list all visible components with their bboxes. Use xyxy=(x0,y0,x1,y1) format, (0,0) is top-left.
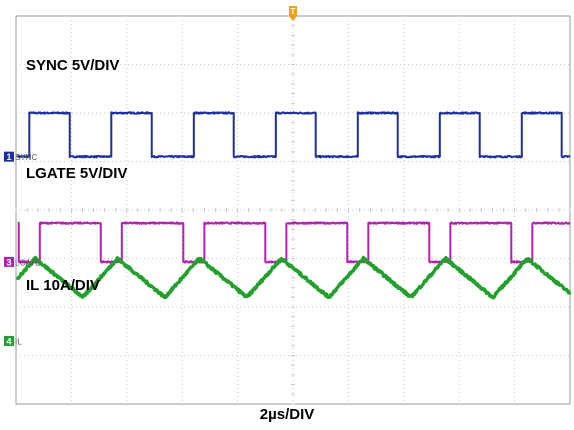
sync-channel-marker: 1 SYNC xyxy=(4,151,37,162)
lgate-marker-number: 3 xyxy=(6,257,11,267)
il-trace xyxy=(16,255,572,300)
trigger-icon xyxy=(289,6,297,21)
x-axis-label: 2µs/DIV xyxy=(259,406,315,423)
sync-marker-box xyxy=(4,151,14,162)
lgate-marker-label: LGATE xyxy=(15,258,41,267)
sync-marker-number: 1 xyxy=(6,152,11,162)
trigger-label: T xyxy=(291,7,296,16)
sync-trace xyxy=(16,111,571,159)
channel-labels: SYNC 5V/DIV LGATE 5V/DIV IL 10A/DIV xyxy=(26,57,127,294)
sync-scale-label: SYNC 5V/DIV xyxy=(26,57,119,74)
traces xyxy=(16,111,572,300)
il-marker-label: IL xyxy=(15,337,22,346)
lgate-channel-marker: 3 LGATE xyxy=(4,256,41,267)
il-marker-box xyxy=(4,335,14,346)
il-marker-number: 4 xyxy=(6,336,11,346)
trigger-marker: T xyxy=(289,6,297,21)
lgate-scale-label: LGATE 5V/DIV xyxy=(26,165,127,182)
il-channel-marker: 4 IL xyxy=(4,335,22,346)
channel-markers: 1 SYNC 3 LGATE 4 IL xyxy=(4,151,41,346)
lgate-trace xyxy=(17,221,571,264)
sync-marker-label: SYNC xyxy=(15,153,37,162)
il-scale-label: IL 10A/DIV xyxy=(26,277,100,294)
lgate-marker-box xyxy=(4,256,14,267)
